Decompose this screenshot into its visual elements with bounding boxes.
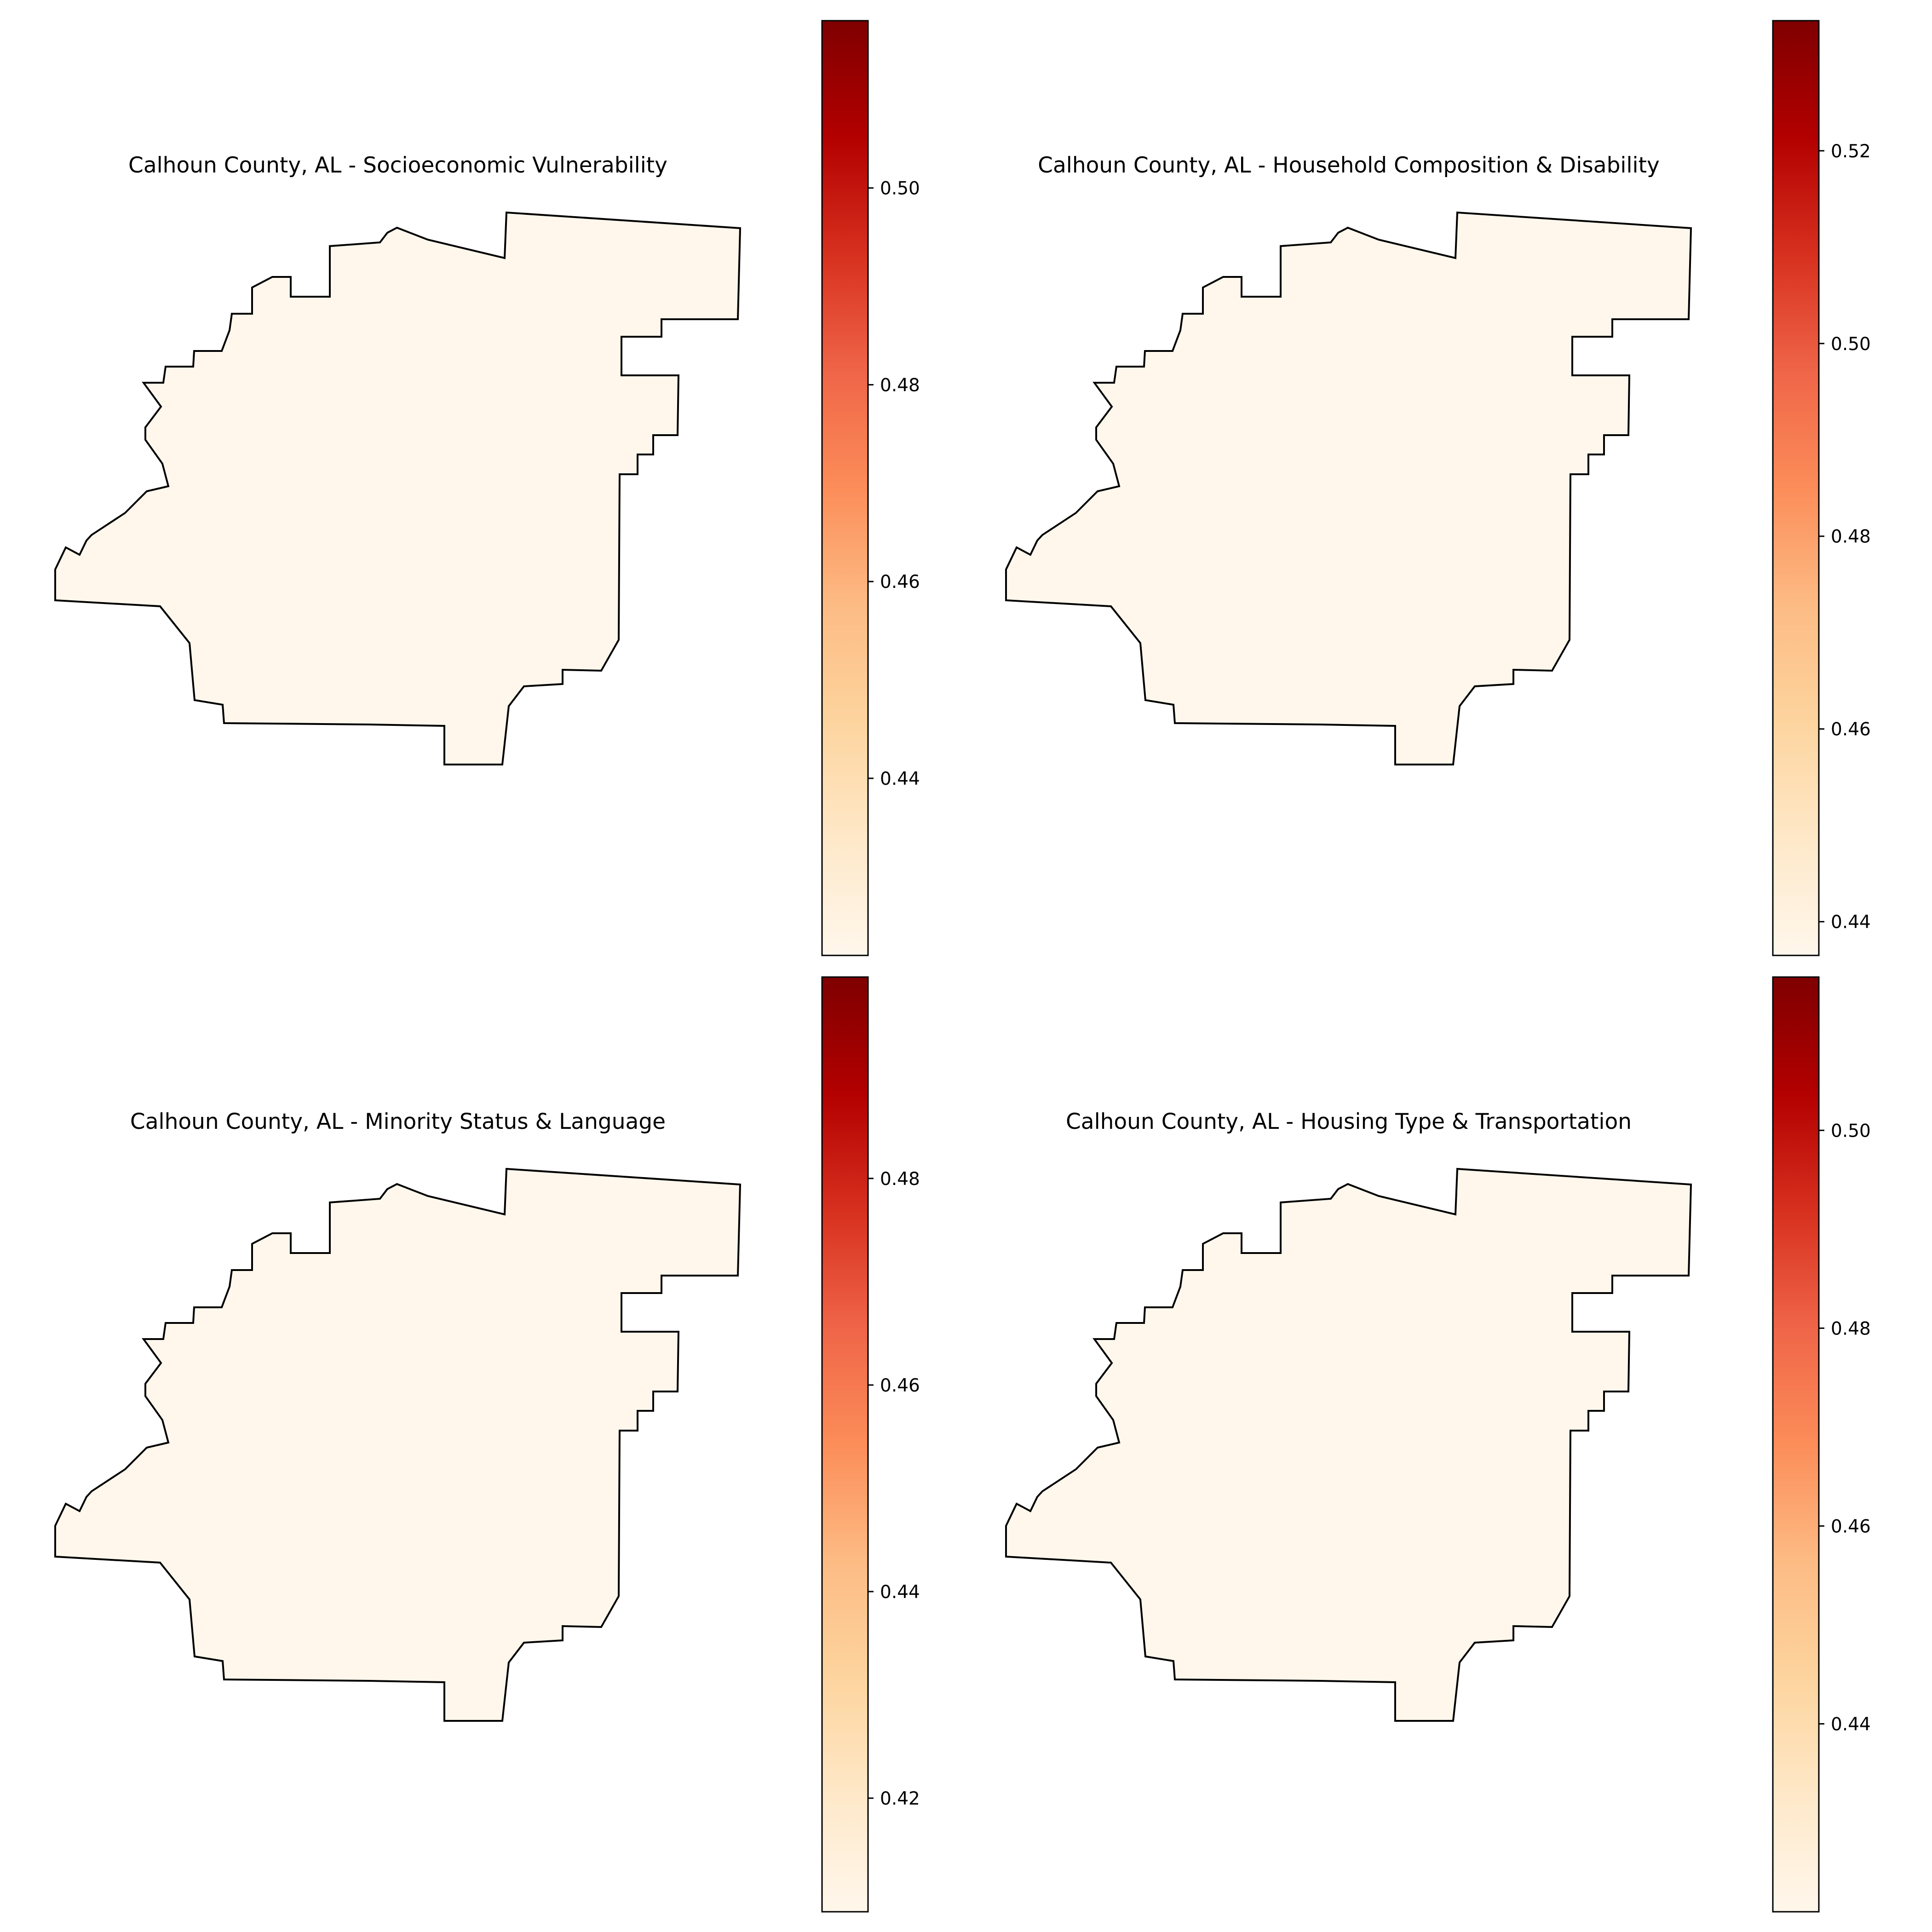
colorbar-frame (821, 20, 869, 956)
county-shape-group (54, 1167, 742, 1722)
county-shape-group (54, 211, 742, 765)
colorbar-tick-label: 0.50 (1831, 1121, 1871, 1141)
panel-title: Calhoun County, AL - Housing Type & Tran… (1066, 1109, 1632, 1134)
colorbar-tick-label: 0.48 (1831, 527, 1871, 547)
map-panel-socioeconomic: Calhoun County, AL - Socioeconomic Vulne… (54, 20, 920, 956)
map-panel-housing: Calhoun County, AL - Housing Type & Tran… (1005, 976, 1871, 1913)
colorbar-gradient (1773, 977, 1819, 1912)
colorbar-tick-label: 0.46 (880, 572, 920, 592)
colorbar-tick-label: 0.44 (1831, 912, 1871, 933)
colorbar-tick-label: 0.48 (1831, 1318, 1871, 1339)
colorbar-tick-label: 0.50 (880, 178, 920, 199)
colorbar-tick-label: 0.44 (880, 1582, 920, 1603)
colorbar: 0.42 0.44 0.46 0.48 (821, 976, 920, 1913)
map-panel-minority: Calhoun County, AL - Minority Status & L… (54, 976, 920, 1913)
colorbar: 0.44 0.46 0.48 0.50 (821, 20, 920, 956)
map-panel-household: Calhoun County, AL - Household Compositi… (1005, 20, 1871, 956)
colorbar-tick-label: 0.46 (1831, 719, 1871, 740)
colorbar-tick-label: 0.46 (880, 1375, 920, 1396)
colorbar: 0.44 0.46 0.48 0.50 0.52 (1772, 20, 1871, 956)
colorbar-frame (1772, 20, 1820, 956)
colorbar-frame (821, 976, 869, 1913)
colorbar-frame (1772, 976, 1820, 1913)
colorbar-tick-label: 0.50 (1831, 334, 1871, 355)
colorbar-tick-label: 0.42 (880, 1788, 920, 1809)
county-shape-group (1005, 1167, 1692, 1722)
colorbar-gradient (822, 977, 868, 1912)
county-shape (54, 1167, 742, 1722)
county-shape (1005, 1167, 1692, 1722)
colorbar-tick-label: 0.46 (1831, 1516, 1871, 1537)
colorbar-tick-label: 0.44 (880, 769, 920, 789)
colorbar-tick-label: 0.52 (1831, 141, 1871, 162)
colorbar-gradient (1773, 21, 1819, 955)
colorbar-tick-label: 0.44 (1831, 1714, 1871, 1735)
panel-title: Calhoun County, AL - Household Compositi… (1038, 153, 1660, 178)
panel-title: Calhoun County, AL - Socioeconomic Vulne… (128, 153, 667, 178)
colorbar-tick-label: 0.48 (880, 1169, 920, 1190)
county-shape-group (1005, 211, 1692, 765)
colorbar-gradient (822, 21, 868, 955)
panel-title: Calhoun County, AL - Minority Status & L… (130, 1109, 666, 1134)
colorbar: 0.44 0.46 0.48 0.50 (1772, 976, 1871, 1913)
county-shape (54, 211, 742, 765)
colorbar-tick-label: 0.48 (880, 375, 920, 396)
county-shape (1005, 211, 1692, 765)
